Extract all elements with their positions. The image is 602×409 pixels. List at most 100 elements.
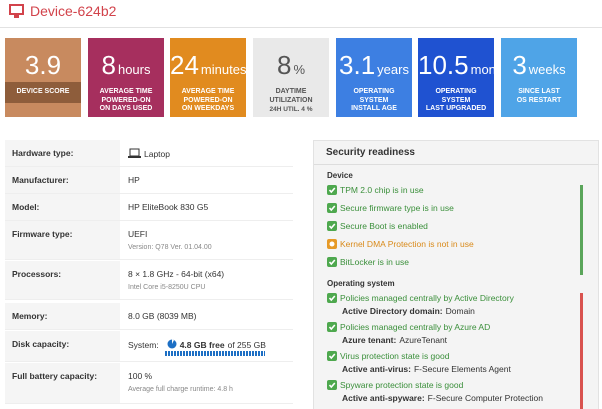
label-line: SYSTEM [359, 96, 389, 104]
label-line: LAST UPGRADED [425, 105, 487, 112]
info-row: Full battery capacity: 100 % Average full … [5, 363, 293, 404]
device-icon [9, 4, 24, 18]
status-bar [580, 293, 583, 409]
tile-label: DAYTIME UTILIZATION 24H UTIL. 4 % [253, 88, 329, 115]
stat-tile: 8% DAYTIME UTILIZATION 24H UTIL. 4 % [253, 38, 329, 117]
unit: weeks [528, 62, 566, 77]
info-row: Model: HP EliteBook 830 G5 [5, 194, 293, 221]
value-line: 8 × 1.8 GHz - 64-bit (x64) [128, 269, 224, 279]
label-line: OS RESTART [516, 96, 562, 104]
label-line: POWERED-ON [183, 96, 233, 104]
label-line: ON DAYS USED [99, 105, 153, 112]
value: 8 × 1.8 GHz - 64-bit (x64) [128, 269, 225, 279]
value: 100 % [128, 371, 153, 381]
label-line: OPERATING [353, 88, 395, 95]
security-panel: Security readiness Device TPM 2.0 chip is… [313, 140, 599, 409]
stat-tile: 8 hours AVERAGE TIME POWERED-ON ON DAYS USED [88, 38, 164, 117]
panel-title: Security readiness [326, 147, 415, 158]
disk-bar [165, 351, 265, 356]
check-item: Secure firmware type is in use [327, 203, 454, 213]
item-text: Policies managed centrally by Azure AD [340, 322, 491, 332]
row-value: Laptop [128, 148, 170, 159]
status-icon [327, 203, 337, 213]
label-line: SYSTEM [441, 96, 471, 104]
label-line: DAYTIME [275, 88, 307, 95]
item-detail: Active Directory domain: Domain [342, 306, 475, 316]
row-sub: Intel Core i5-8250U CPU [128, 284, 206, 291]
value: 24 [170, 50, 199, 80]
page-title: Device-624b2 [30, 3, 117, 19]
value: 3 [512, 50, 527, 80]
label-line: AVERAGE TIME [99, 88, 153, 95]
row-value: UEFI Version: Q78 Ver. 01.04.00 [128, 229, 212, 251]
tile-label: AVERAGE TIME POWERED-ON ON DAYS USED [88, 88, 164, 114]
item-text: Spyware protection state is good [340, 380, 464, 390]
detail-value: F-Secure Computer Protection [427, 393, 543, 403]
check-item: Virus protection state is good [327, 351, 449, 361]
check-item: Spyware protection state is good [327, 380, 463, 390]
value: 8 [101, 50, 116, 80]
detail-label: Active Directory domain: [342, 306, 443, 316]
item-detail: Active anti-spyware: F-Secure Computer Pr… [342, 393, 543, 403]
tile-value: 10.5month [418, 50, 494, 81]
row-value: 8.0 GB (8039 MB) [128, 311, 197, 321]
label-line: UTILIZATION [269, 96, 313, 104]
check-item: Kernel DMA Protection is not in use [327, 239, 474, 249]
tile-value: 24 minutes [170, 50, 246, 81]
detail-value: AzureTenant [399, 335, 448, 345]
value-line: HP EliteBook 830 G5 [128, 202, 208, 212]
check-item: Secure Boot is enabled [327, 221, 428, 231]
item-text: Policies managed centrally by Active Dir… [340, 293, 514, 303]
disk-free: 4.8 GB free [179, 340, 225, 350]
item-detail: Active anti-virus: F-Secure Elements Agen… [342, 364, 511, 374]
status-icon [327, 351, 337, 361]
value-line: Laptop [128, 148, 170, 159]
detail-label: Azure tenant: [342, 335, 397, 345]
row-value: 8 × 1.8 GHz - 64-bit (x64) Intel Core i5-… [128, 269, 224, 291]
item-text: TPM 2.0 chip is in use [340, 185, 424, 195]
row-value: System: 4.8 GB free of 255 GB [128, 339, 266, 356]
divider [314, 164, 598, 165]
unit: years [377, 62, 409, 77]
detail-label: Active anti-spyware: [342, 393, 425, 403]
section-title: Operating system [327, 279, 395, 288]
value: 3.1 [339, 50, 376, 80]
tile-value: 3.1 years [336, 50, 412, 81]
tile-value: 8 hours [88, 50, 164, 81]
label-line: AVERAGE TIME [181, 88, 235, 95]
unit: hours [117, 62, 151, 77]
value: 3.9 [24, 50, 62, 80]
stat-tile: 3.9 DEVICE SCORE [5, 38, 81, 117]
label-line: POWERED-ON [101, 96, 151, 104]
detail-label: Active anti-virus: [342, 364, 411, 374]
status-icon [327, 257, 337, 267]
item-text: Secure firmware type is in use [340, 203, 454, 213]
tile-value: 3 weeks [501, 50, 577, 81]
stat-tile: 3 weeks SINCE LAST OS RESTART [501, 38, 577, 117]
status-icon [327, 185, 337, 195]
value: 10.5 [418, 50, 469, 80]
status-icon [327, 293, 337, 303]
row-label: Memory: [5, 303, 120, 329]
check-item: BitLocker is in use [327, 257, 409, 267]
item-text: Virus protection state is good [340, 351, 450, 361]
info-row: Manufacturer: HP [5, 167, 293, 194]
status-icon [327, 239, 337, 249]
item-text: Kernel DMA Protection is not in use [340, 239, 474, 249]
row-sub: Version: Q78 Ver. 01.04.00 [128, 244, 212, 251]
tile-sub: 24H UTIL. 4 % [269, 106, 313, 113]
divider [0, 27, 602, 28]
detail-value: F-Secure Elements Agent [413, 364, 511, 374]
label-line: INSTALL AGE [351, 105, 397, 112]
value: HP [128, 175, 140, 185]
row-label: Disk capacity: [5, 331, 120, 361]
info-row: Disk capacity: System: 4.8 GB free of 255 G… [5, 331, 293, 362]
tile-label: AVERAGE TIME POWERED-ON ON WEEKDAYS [170, 88, 246, 114]
row-value: 100 % Average full charge runtime: 4.8 h [128, 371, 233, 393]
status-icon [327, 322, 337, 332]
item-detail: Azure tenant: AzureTenant [342, 335, 447, 345]
status-icon [327, 380, 337, 390]
info-row: Memory: 8.0 GB (8039 MB) [5, 303, 293, 330]
